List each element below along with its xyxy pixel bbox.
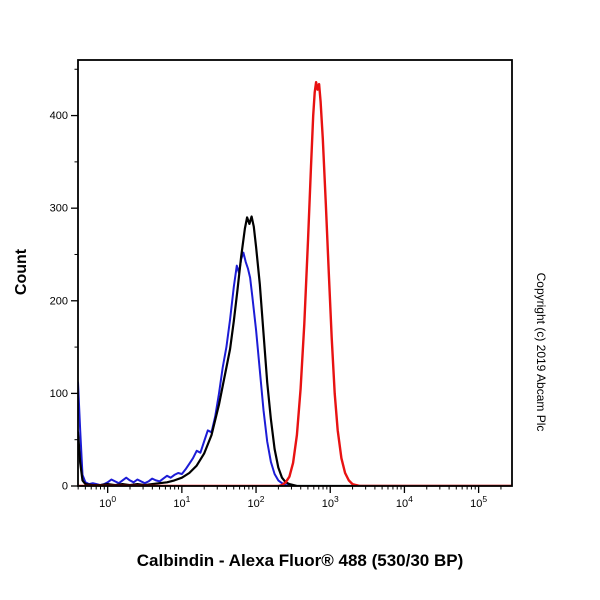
red-curve [78,80,512,486]
y-axis-label: Count [13,248,30,296]
x-tick-label: 102 [248,494,265,510]
y-tick-label: 100 [50,388,68,400]
y-tick-label: 0 [62,481,68,493]
y-tick-label: 400 [50,110,68,122]
blue-curve [78,251,512,486]
x-tick-label: 100 [99,494,116,510]
x-tick-label: 101 [173,494,190,510]
y-tick-label: 300 [50,203,68,215]
x-tick-label: 104 [396,494,413,510]
copyright-text: Copyright (c) 2019 Abcam Plc [534,272,548,432]
plot-frame [77,59,513,487]
y-tick-label: 200 [50,295,68,307]
x-tick-label: 105 [470,494,487,510]
chart-title: Calbindin - Alexa Fluor® 488 (530/30 BP) [136,551,464,570]
black-curve [78,215,512,486]
x-tick-label: 103 [322,494,339,510]
